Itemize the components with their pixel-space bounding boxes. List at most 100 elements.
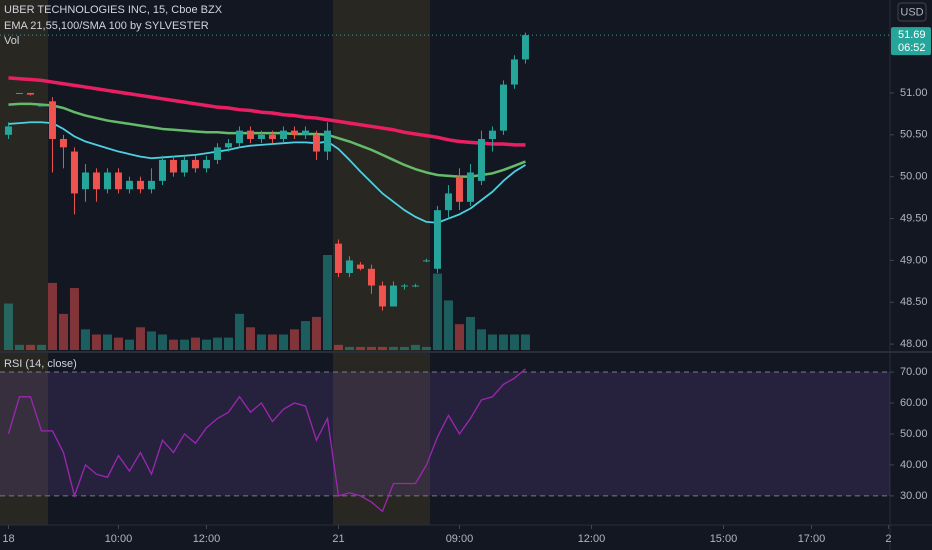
- candle-body: [411, 285, 419, 287]
- candle-body: [488, 130, 496, 139]
- volume-bar: [146, 331, 156, 350]
- currency-label[interactable]: USD: [900, 6, 923, 18]
- volume-bar: [3, 303, 13, 350]
- y-tick-label: 48.00: [900, 338, 928, 350]
- volume-bar: [80, 329, 90, 350]
- x-tick-label: 2: [885, 533, 891, 545]
- candle-body: [444, 193, 452, 211]
- volume-bar: [388, 346, 398, 350]
- candle-body: [191, 159, 199, 169]
- x-tick-label: 12:00: [578, 533, 606, 545]
- volume-label: Vol: [4, 35, 19, 47]
- candle-body: [4, 126, 12, 135]
- candle-body: [235, 130, 243, 144]
- volume-bar: [69, 288, 79, 350]
- x-tick-label: 21: [332, 533, 344, 545]
- rsi-title: RSI (14, close): [4, 358, 77, 370]
- candle-body: [15, 92, 23, 94]
- candle-body: [378, 285, 386, 307]
- volume-bar: [102, 334, 112, 350]
- y-tick-label: 60.00: [900, 397, 928, 409]
- candle-body: [400, 285, 408, 287]
- y-tick-label: 50.50: [900, 129, 928, 141]
- volume-bar: [432, 273, 442, 350]
- y-tick-label: 50.00: [900, 428, 928, 440]
- candle-body: [114, 172, 122, 190]
- price-layer: [0, 32, 890, 311]
- candle-body: [169, 159, 177, 173]
- candle-body: [422, 260, 430, 262]
- x-tick-label: 10:00: [105, 533, 133, 545]
- volume-bar: [14, 344, 24, 350]
- candle-body: [103, 172, 111, 190]
- candle-body: [37, 105, 45, 107]
- volume-bar: [355, 346, 365, 350]
- volume-bar: [190, 337, 200, 350]
- x-tick-label: 15:00: [710, 533, 738, 545]
- extended-hours-shade: [0, 0, 48, 525]
- volume-bar: [234, 313, 244, 350]
- volume-bar: [223, 337, 233, 350]
- candle-body: [521, 35, 529, 60]
- chart-title: UBER TECHNOLOGIES INC, 15, Cboe BZX: [4, 4, 223, 16]
- volume-bar: [520, 334, 530, 350]
- volume-bar: [201, 339, 211, 350]
- candle-body: [466, 172, 474, 202]
- candle-body: [477, 138, 485, 181]
- volume-bar: [91, 334, 101, 350]
- candle-body: [499, 84, 507, 131]
- x-tick-label: 09:00: [446, 533, 474, 545]
- volume-bar: [245, 327, 255, 350]
- y-tick-label: 30.00: [900, 490, 928, 502]
- candle-body: [334, 243, 342, 273]
- volume-bar: [47, 282, 57, 350]
- candle-body: [257, 134, 265, 139]
- candle-body: [180, 159, 188, 173]
- volume-bar: [278, 334, 288, 350]
- x-tick-label: 12:00: [193, 533, 221, 545]
- candle-body: [147, 180, 155, 190]
- candle-body: [290, 130, 298, 135]
- volume-bar: [509, 334, 519, 350]
- rsi-line: [7, 368, 526, 513]
- volume-bar: [311, 316, 321, 350]
- volume-bar: [377, 346, 387, 350]
- y-tick-label: 49.50: [900, 212, 928, 224]
- candle-body: [81, 172, 89, 190]
- volume-bar: [113, 337, 123, 350]
- volume-bar: [168, 339, 178, 350]
- candle-body: [202, 159, 210, 169]
- volume-bar: [256, 334, 266, 350]
- y-tick-label: 40.00: [900, 459, 928, 471]
- volume-bar: [124, 339, 134, 350]
- candle-body: [92, 172, 100, 190]
- candle-body: [158, 159, 166, 181]
- currency-box[interactable]: [897, 2, 927, 22]
- volume-bar: [135, 327, 145, 350]
- candle-body: [323, 130, 331, 152]
- candle-body: [246, 130, 254, 139]
- candle-body: [433, 210, 441, 269]
- candle-body: [224, 143, 232, 148]
- rsi-layer: [0, 368, 890, 513]
- candle-body: [26, 92, 34, 95]
- volume-bar: [25, 344, 35, 350]
- volume-bar: [344, 346, 354, 350]
- indicator-label: EMA 21,55,100/SMA 100 by SYLVESTER: [4, 20, 209, 32]
- volume-bar: [443, 300, 453, 350]
- y-tick-label: 51.00: [900, 87, 928, 99]
- y-tick-label: 49.00: [900, 254, 928, 266]
- candle-body: [268, 134, 276, 139]
- volume-bar: [289, 329, 299, 350]
- candle-body: [59, 138, 67, 148]
- candle-body: [125, 180, 133, 190]
- volume-bar: [58, 313, 68, 350]
- volume-bar: [157, 334, 167, 350]
- candle-body: [279, 130, 287, 139]
- candle-body: [510, 59, 518, 85]
- volume-bar: [179, 339, 189, 350]
- volume-layer: [3, 255, 530, 350]
- candle-body: [312, 134, 320, 152]
- axis-layer: 48.00 48.50 49.00 49.50 50.00 50.50 51.00 18 10:…: [2, 27, 931, 545]
